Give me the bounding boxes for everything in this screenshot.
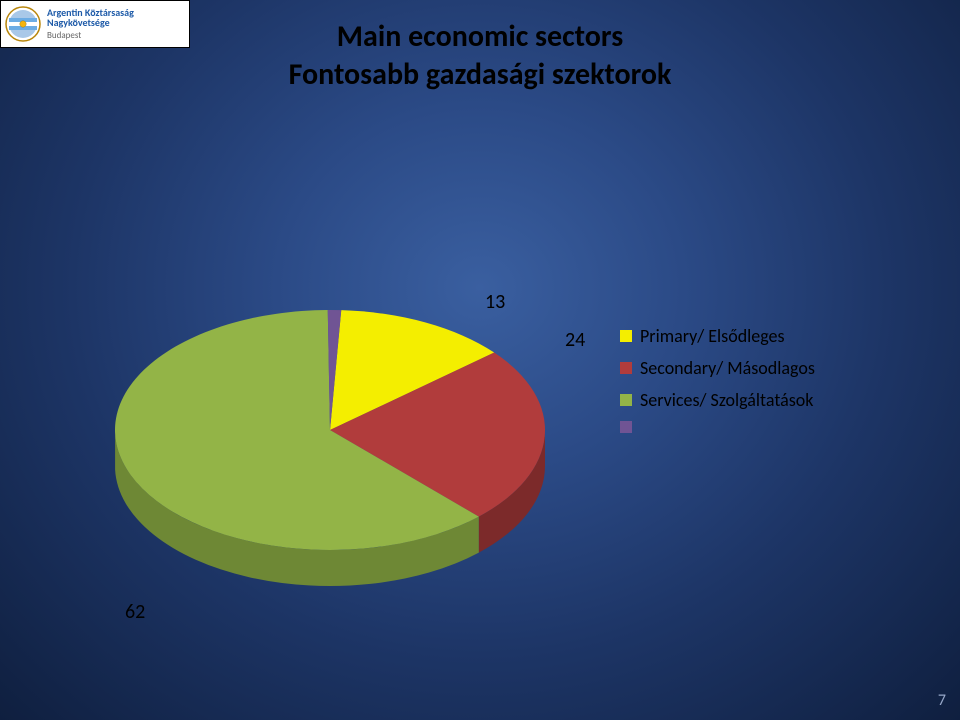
legend-label: Services/ Szolgáltatások xyxy=(640,389,813,411)
legend-label: Secondary/ Másodlagos xyxy=(640,357,815,379)
legend-item: Services/ Szolgáltatások xyxy=(620,389,815,411)
slide-root: Argentin Köztársaság Nagykövetsége Budap… xyxy=(0,0,960,720)
slide-title: Main economic sectors Fontosabb gazdaság… xyxy=(289,18,672,93)
legend-swatch xyxy=(620,362,632,374)
pie-data-label: 13 xyxy=(485,290,505,314)
logo-line3: Budapest xyxy=(47,31,134,40)
legend-label: Primary/ Elsődleges xyxy=(640,325,785,347)
pie-data-label: 62 xyxy=(125,600,145,624)
pie-chart: 132462 xyxy=(100,170,560,590)
title-line1: Main economic sectors xyxy=(289,18,672,56)
pie-svg xyxy=(100,170,560,590)
page-number: 7 xyxy=(938,691,946,710)
legend-swatch xyxy=(620,394,632,406)
legend: Primary/ Elsődleges Secondary/ Másodlagos… xyxy=(620,325,815,433)
legend-item: Secondary/ Másodlagos xyxy=(620,357,815,379)
legend-item: Primary/ Elsődleges xyxy=(620,325,815,347)
legend-item xyxy=(620,421,815,433)
legend-swatch xyxy=(620,330,632,342)
logo-text: Argentin Köztársaság Nagykövetsége Budap… xyxy=(47,8,134,40)
logo-line2: Nagykövetsége xyxy=(47,18,134,29)
title-line2: Fontosabb gazdasági szektorok xyxy=(289,56,672,94)
legend-swatch xyxy=(620,421,632,433)
pie-data-label: 24 xyxy=(565,328,585,352)
logo-emblem xyxy=(5,6,41,42)
logo-box: Argentin Köztársaság Nagykövetsége Budap… xyxy=(0,0,190,48)
